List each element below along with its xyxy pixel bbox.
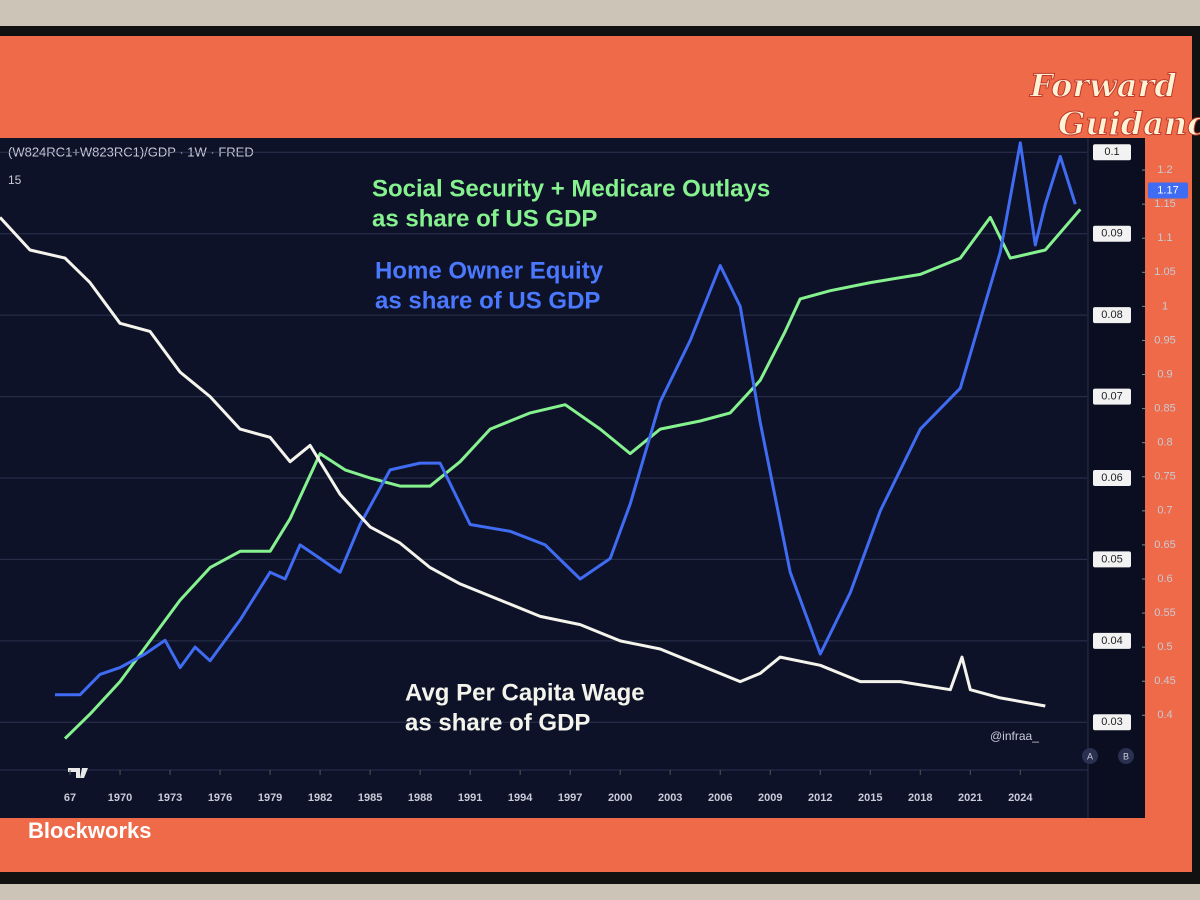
y2-tick-label: 1.15	[1154, 198, 1175, 210]
scale-button	[1082, 748, 1098, 764]
y2-tick-label: 0.55	[1154, 607, 1175, 619]
x-tick-label: 2009	[758, 792, 782, 804]
y-tick-label: 0.04	[1101, 635, 1122, 647]
y2-tick-label: 0.95	[1154, 334, 1175, 346]
x-tick-label: 1970	[108, 792, 132, 804]
y-tick-box	[1093, 144, 1131, 161]
y-tick-label: 0.1	[1104, 146, 1119, 158]
y2-tick-label: 0.75	[1154, 471, 1175, 483]
indicator-value: 15	[8, 173, 22, 187]
current-value-label: 1.17	[1157, 184, 1178, 196]
y2-tick-label: 1.05	[1154, 266, 1175, 278]
x-tick-label: 2012	[808, 792, 832, 804]
y-tick-box	[1093, 714, 1131, 731]
series-line	[63, 208, 1082, 740]
x-tick-label: 2024	[1008, 792, 1033, 804]
x-tick-label: 67	[64, 792, 76, 804]
watermark: @infraa_	[990, 729, 1039, 743]
x-tick-label: 1991	[458, 792, 482, 804]
x-tick-label: 1976	[208, 792, 232, 804]
x-tick-label: 1985	[358, 792, 382, 804]
y-tick-box	[1093, 470, 1131, 486]
x-tick-label: 1997	[558, 792, 582, 804]
y2-tick-label: 1.2	[1157, 164, 1172, 176]
y-tick-box	[1093, 632, 1131, 649]
tradingview-logo	[68, 768, 88, 778]
y-tick-label: 0.05	[1101, 553, 1122, 565]
y2-tick-label: 0.45	[1154, 675, 1175, 687]
x-tick-label: 2006	[708, 792, 732, 804]
x-tick-label: 2003	[658, 792, 682, 804]
y2-tick-label: 1.1	[1157, 232, 1172, 244]
y2-tick-label: 0.5	[1157, 641, 1172, 653]
y-tick-box	[1093, 551, 1131, 568]
plot-area	[0, 141, 1082, 740]
x-tick-label: 1979	[258, 792, 282, 804]
y-tick-box	[1093, 225, 1131, 242]
x-tick-label: 1988	[408, 792, 432, 804]
x-tick-label: 2021	[958, 792, 982, 804]
y2-tick-label: 0.6	[1157, 573, 1172, 585]
x-tick-label: 1994	[508, 792, 533, 804]
show-logo: Forward	[1029, 67, 1177, 105]
scale-button-label: A	[1087, 751, 1093, 761]
y2-tick-label: 0.7	[1157, 505, 1172, 517]
annotation: Home Owner Equity	[375, 257, 604, 284]
y2-tick-label: 0.4	[1157, 709, 1172, 721]
y2-tick-label: 0.9	[1157, 368, 1172, 380]
x-tick-label: 1982	[308, 792, 332, 804]
series-line	[0, 216, 1046, 708]
x-tick-label: 1973	[158, 792, 182, 804]
company-logo: Blockworks	[28, 818, 152, 843]
y-tick-label: 0.03	[1101, 716, 1122, 728]
annotation: as share of GDP	[405, 709, 590, 736]
y-tick-box	[1093, 388, 1131, 405]
annotation: as share of US GDP	[372, 205, 597, 232]
show-logo: Guidance	[1058, 105, 1200, 143]
scale-button-label: B	[1123, 751, 1129, 761]
y-tick-box	[1093, 307, 1131, 324]
scale-button	[1118, 748, 1134, 764]
y-tick-label: 0.06	[1101, 472, 1122, 484]
x-tick-label: 2015	[858, 792, 882, 804]
y-tick-label: 0.07	[1101, 390, 1122, 402]
annotation: as share of US GDP	[375, 287, 600, 314]
current-value-box	[1148, 182, 1188, 199]
y2-tick-label: 1	[1162, 300, 1168, 312]
y2-tick-label: 0.85	[1154, 403, 1175, 415]
y-tick-label: 0.08	[1101, 309, 1122, 321]
y-tick-label: 0.09	[1101, 228, 1122, 240]
y2-tick-label: 0.8	[1157, 437, 1172, 449]
y2-tick-label: 0.65	[1154, 539, 1175, 551]
annotation: Social Security + Medicare Outlays	[372, 175, 770, 202]
x-tick-label: 2000	[608, 792, 632, 804]
annotation: Avg Per Capita Wage	[405, 679, 645, 706]
x-tick-label: 2018	[908, 792, 932, 804]
series-line	[55, 141, 1077, 697]
